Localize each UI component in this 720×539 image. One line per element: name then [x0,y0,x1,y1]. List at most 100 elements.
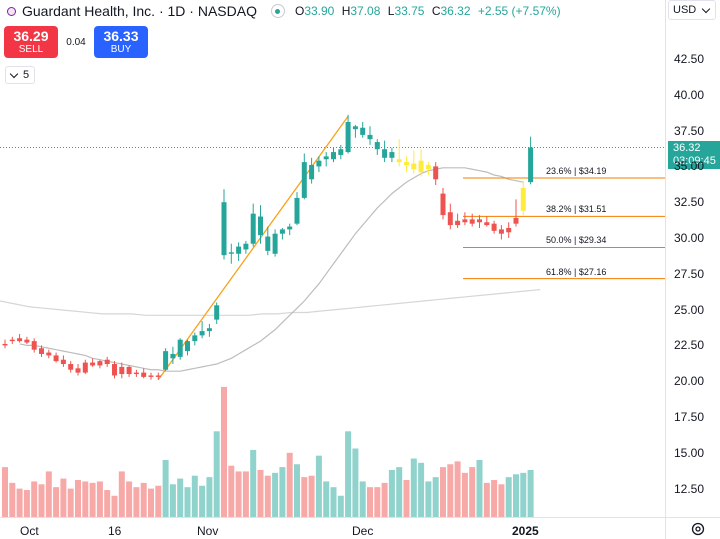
candle-body [9,339,15,342]
candle-body [250,213,256,244]
volume-bar [367,487,373,517]
price-tick-label: 32.50 [674,195,705,210]
volume-bar [221,386,227,517]
trend-line [157,115,349,381]
price-axis-divider [665,0,666,539]
price-tick-label: 12.50 [674,481,705,496]
volume-bar [235,471,242,517]
candle-body [75,368,81,373]
candle-body [309,164,315,180]
slow-ma-line [0,288,541,316]
candle-body [301,162,307,198]
ohlc-values: O33.90 H37.08 L33.75 C36.32 +2.55 (+7.57… [294,4,561,18]
candle-body [60,359,66,365]
volume-bar [169,484,176,517]
candle-body [418,160,424,173]
volume-bar [527,469,534,517]
candle-body [498,229,504,234]
volume-bar [286,452,293,517]
gear-icon[interactable] [690,521,706,537]
candle-body [360,127,366,135]
price-tick-label: 30.00 [674,231,705,245]
volume-bar [323,481,330,517]
fib-level-label: 23.6% | $34.19 [546,165,607,176]
price-tick-label: 40.00 [674,87,705,102]
price-tick-label: 42.50 [674,52,705,66]
candle-body [382,149,388,158]
volume-bar [104,490,111,517]
price-tick-label: 22.50 [674,338,705,353]
volume-bar [148,488,154,517]
volume-bar [16,488,23,517]
candle-body [433,166,439,180]
bar-countdown: 03:09:45 [673,155,716,167]
candle-body [272,233,278,254]
volume-bar [31,481,38,517]
volume-bar [294,464,300,517]
candle-body [520,187,526,211]
candle-body [126,366,132,375]
currency-selector[interactable]: USD [668,0,716,20]
price-change: +2.55 (+7.57%) [477,4,561,18]
candle-body [170,353,176,359]
candle-body [236,246,242,254]
volume-bar [118,471,125,517]
volume-bar [67,488,74,517]
candle-body [46,352,52,356]
volume-bar [75,480,81,517]
candle-body [513,217,519,224]
volume-bar [133,487,140,517]
candle-body [206,328,212,332]
time-tick-label: Dec [352,524,374,538]
candle-body [469,219,475,224]
candle-body [258,216,263,236]
visibility-eye-icon[interactable] [270,4,285,18]
indicators-collapse-button[interactable]: 5 [5,66,35,84]
volume-bar [461,472,468,517]
candle-body [367,134,373,140]
volume-bar [491,480,498,517]
candle-body [491,223,497,231]
volume-bar [96,481,103,517]
candle-body [133,372,139,375]
volume-bar [23,490,30,517]
volume-bar [352,448,359,517]
volume-bar [53,487,60,517]
candle-body [316,160,322,167]
volume-bar [242,471,249,517]
candle-body [155,375,161,377]
volume-bar [505,477,512,517]
fast-ma-line [19,167,524,372]
volume-bar [483,482,490,517]
price-tick-label: 35.00 [674,159,705,174]
candle-body [323,156,329,160]
buy-button[interactable]: 36.33 BUY [94,26,148,58]
price-tick-label: 17.50 [674,410,705,424]
candle-body [425,164,431,170]
price-tick-label: 20.00 [674,374,705,389]
chart-legend: Guardant Health, Inc. · 1D · NASDAQ O33.… [0,0,665,22]
volume-bar [454,461,461,517]
candle-body [177,339,183,357]
price-tick-label: 37.50 [674,123,705,138]
symbol-title[interactable]: Guardant Health, Inc. · 1D · NASDAQ [22,3,257,19]
sell-button[interactable]: 36.29 SELL [4,26,58,58]
volume-bar [418,462,425,517]
volume-bar [432,477,439,517]
candle-body [68,364,74,370]
candle-body [148,375,154,377]
volume-bar [9,482,16,517]
volume-bar [111,495,118,517]
volume-bar [476,459,483,517]
candle-body [338,149,344,155]
volume-bar [199,485,206,517]
volume-bar [315,455,322,517]
candle-body [104,359,110,365]
candle-body [294,197,300,224]
fib-level-label: 38.2% | $31.51 [546,204,607,215]
candle-body [374,142,380,150]
volume-bar [279,467,286,517]
volume-bar [82,481,89,517]
candle-body [484,222,490,226]
